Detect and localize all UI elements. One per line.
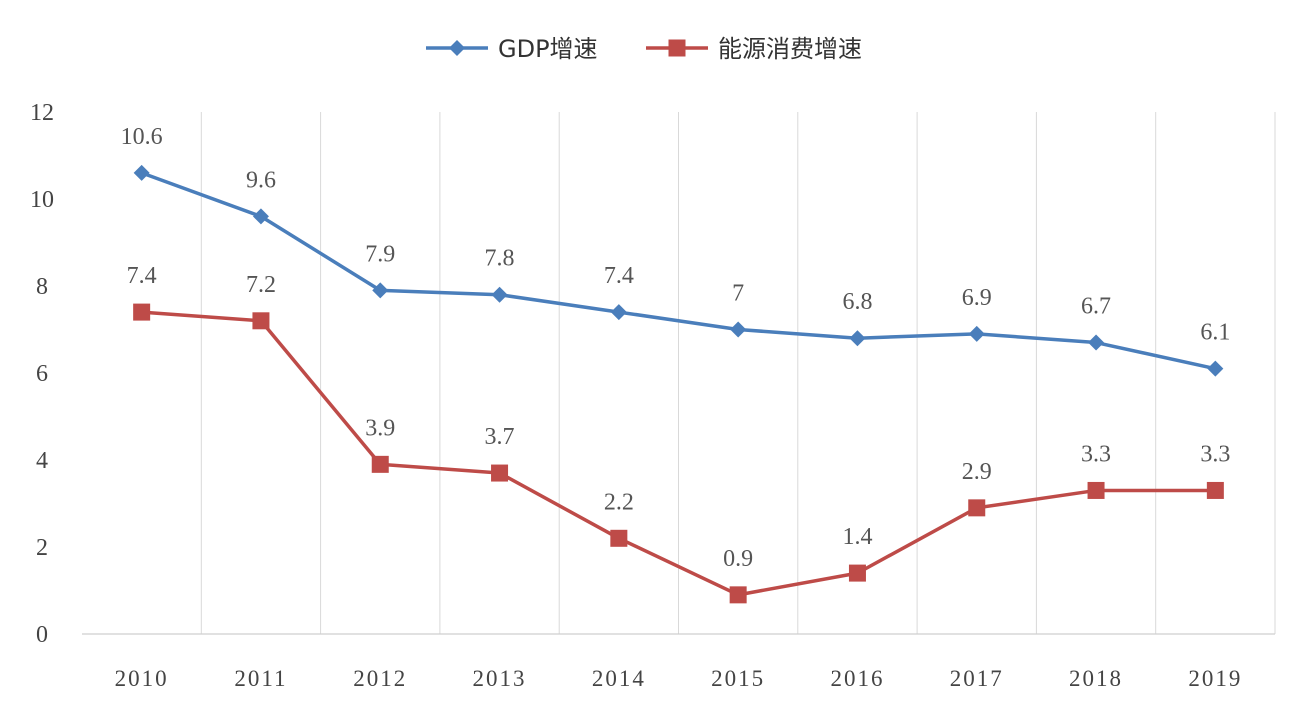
series-layer bbox=[133, 164, 1224, 604]
data-label: 1.4 bbox=[842, 524, 872, 550]
data-point bbox=[252, 208, 269, 225]
data-point bbox=[133, 303, 151, 321]
legend-label: 能源消费增速 bbox=[718, 35, 862, 63]
y-tick-label: 0 bbox=[36, 622, 48, 648]
data-label: 7.4 bbox=[127, 263, 157, 289]
data-point bbox=[1207, 360, 1224, 377]
legend-label: GDP增速 bbox=[498, 35, 598, 63]
data-label: 2.9 bbox=[962, 459, 992, 485]
x-tick-label: 2011 bbox=[234, 666, 287, 691]
data-label: 7.8 bbox=[485, 246, 515, 272]
data-label: 2.2 bbox=[604, 489, 634, 515]
data-label: 6.7 bbox=[1081, 294, 1111, 320]
data-label: 7.2 bbox=[246, 272, 276, 298]
data-label: 3.3 bbox=[1081, 441, 1111, 467]
data-point bbox=[849, 330, 866, 347]
data-point bbox=[668, 39, 686, 57]
x-tick-label: 2013 bbox=[473, 666, 527, 691]
data-point bbox=[1088, 334, 1105, 351]
y-tick-label: 8 bbox=[36, 274, 48, 300]
data-point bbox=[729, 586, 747, 604]
data-labels: 10.6 9.6 7.9 7.8 7.4 7 6.8 6.9 6.7 6.1 7.4 7.2 3.9 3.… bbox=[121, 124, 1231, 572]
data-label: 0.9 bbox=[723, 546, 753, 572]
legend-item: GDP增速 bbox=[426, 35, 598, 63]
data-label: 6.9 bbox=[962, 285, 992, 311]
data-label: 7 bbox=[732, 281, 744, 307]
data-point bbox=[968, 499, 986, 517]
data-label: 10.6 bbox=[121, 124, 163, 150]
data-label: 3.9 bbox=[365, 415, 395, 441]
legend: GDP增速 能源消费增速 bbox=[426, 35, 862, 63]
x-tick-label: 2014 bbox=[592, 666, 646, 691]
x-tick-label: 2016 bbox=[830, 666, 884, 691]
x-tick-label: 2017 bbox=[950, 666, 1004, 691]
y-tick-label: 10 bbox=[30, 187, 54, 213]
data-point bbox=[252, 312, 270, 330]
y-tick-label: 12 bbox=[30, 100, 54, 126]
x-tick-label: 2010 bbox=[115, 666, 169, 691]
data-label: 3.7 bbox=[485, 424, 515, 450]
data-label: 6.8 bbox=[842, 289, 872, 315]
data-point bbox=[449, 40, 465, 56]
data-point bbox=[491, 286, 508, 303]
data-point bbox=[133, 164, 150, 181]
data-label: 7.4 bbox=[604, 263, 634, 289]
data-point bbox=[730, 321, 747, 338]
data-label: 6.1 bbox=[1200, 320, 1230, 346]
data-point bbox=[610, 304, 627, 321]
data-point bbox=[968, 325, 985, 342]
series-line bbox=[141, 310, 1216, 597]
data-point bbox=[1206, 481, 1224, 499]
x-tick-label: 2012 bbox=[353, 666, 407, 691]
y-tick-label: 2 bbox=[36, 535, 48, 561]
series-line bbox=[141, 171, 1216, 371]
data-point bbox=[610, 529, 628, 547]
x-tick-label: 2015 bbox=[711, 666, 765, 691]
axes: 0 2 4 6 8 10 12 2010 2011 2012 2013 2014 2015 2016 201… bbox=[30, 100, 1275, 691]
grid bbox=[200, 112, 1276, 634]
y-tick-label: 4 bbox=[36, 448, 48, 474]
data-point bbox=[371, 455, 389, 473]
data-point bbox=[1087, 481, 1105, 499]
data-point bbox=[372, 282, 389, 299]
data-label: 3.3 bbox=[1200, 441, 1230, 467]
y-tick-label: 6 bbox=[36, 361, 48, 387]
data-point bbox=[491, 464, 509, 482]
data-label: 7.9 bbox=[365, 241, 395, 267]
data-point bbox=[848, 564, 866, 582]
legend-item: 能源消费增速 bbox=[646, 35, 862, 63]
x-tick-label: 2019 bbox=[1188, 666, 1242, 691]
data-label: 9.6 bbox=[246, 167, 276, 193]
x-tick-label: 2018 bbox=[1069, 666, 1123, 691]
